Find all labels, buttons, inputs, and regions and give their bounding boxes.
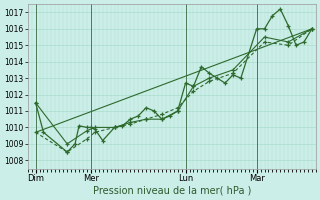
X-axis label: Pression niveau de la mer( hPa ): Pression niveau de la mer( hPa ) [92, 186, 251, 196]
